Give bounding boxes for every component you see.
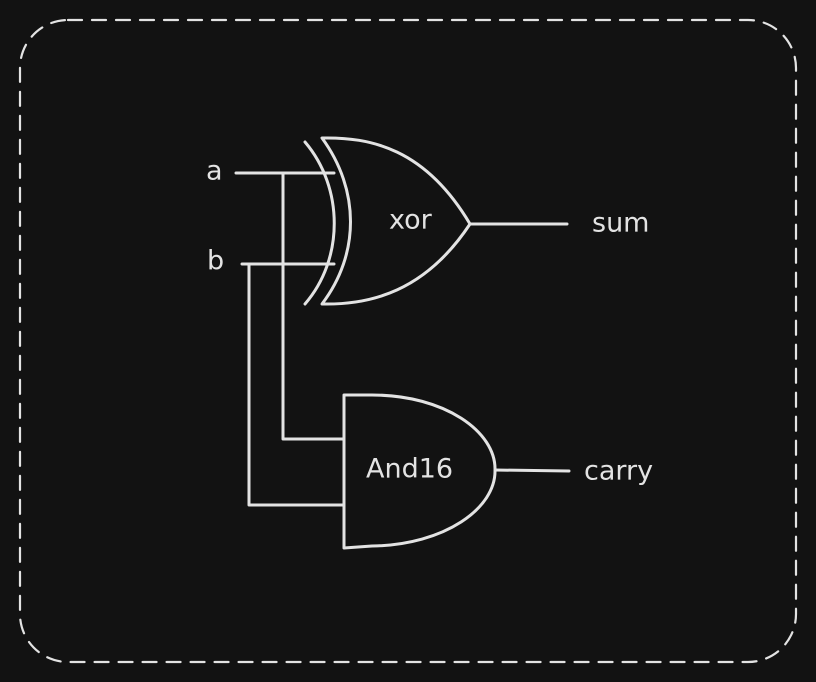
output-carry-label: carry	[584, 456, 653, 487]
wire-and-to-carry	[493, 468, 571, 473]
wire-a-to-and	[281, 171, 345, 441]
and-gate-label: And16	[366, 454, 453, 485]
output-sum-label: sum	[592, 208, 649, 239]
and-gate-body	[342, 393, 497, 550]
xor-gate: xor	[303, 136, 472, 306]
wires	[234, 171, 571, 507]
xor-gate-body	[320, 136, 472, 306]
input-b-label: b	[207, 246, 224, 277]
input-a-label: a	[206, 156, 223, 187]
dashed-frame	[18, 18, 798, 664]
xor-gate-back-curve	[303, 140, 336, 306]
and-gate: And16	[342, 393, 497, 550]
wire-b-to-and	[247, 262, 345, 507]
xor-gate-label: xor	[389, 205, 433, 236]
